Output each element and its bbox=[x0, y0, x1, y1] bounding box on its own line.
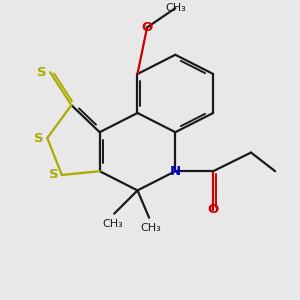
Text: CH₃: CH₃ bbox=[140, 223, 161, 233]
Text: S: S bbox=[37, 66, 47, 79]
Text: O: O bbox=[142, 21, 153, 34]
Text: S: S bbox=[34, 131, 44, 145]
Text: N: N bbox=[170, 165, 181, 178]
Text: CH₃: CH₃ bbox=[102, 219, 123, 229]
Text: O: O bbox=[208, 203, 219, 216]
Text: S: S bbox=[49, 169, 58, 182]
Text: CH₃: CH₃ bbox=[165, 3, 186, 13]
